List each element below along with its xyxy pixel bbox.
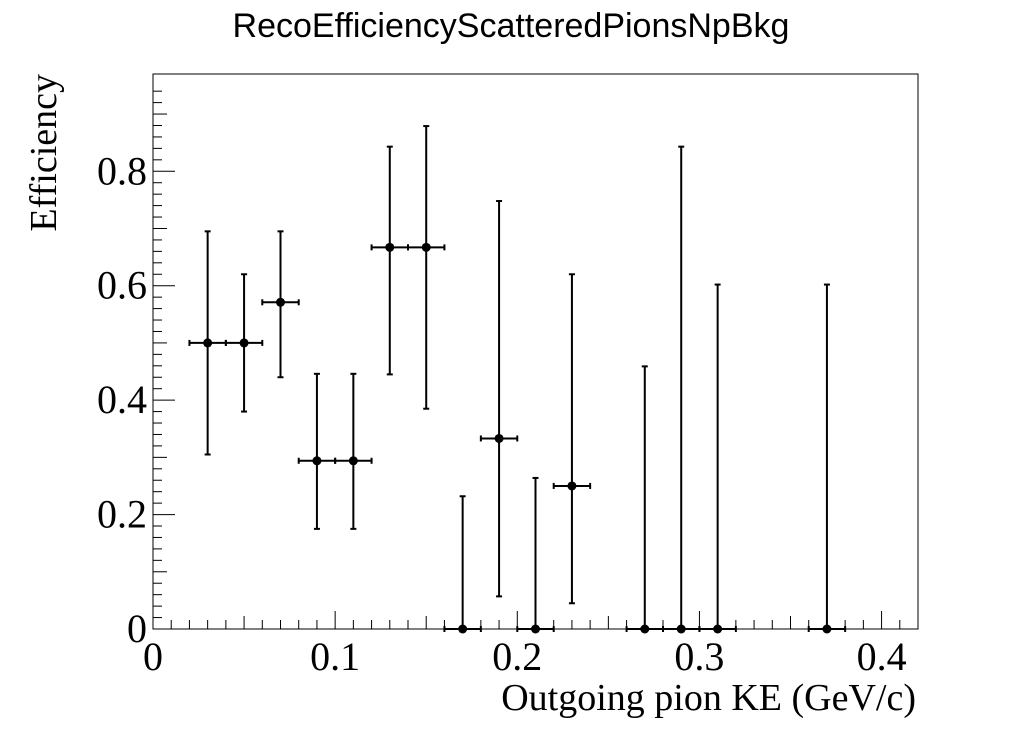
data-point [334, 372, 373, 530]
point-marker [239, 338, 249, 348]
x-axis-label: Outgoing pion KE (GeV/c) [501, 677, 916, 719]
x-tick-label: 0 [143, 634, 163, 679]
data-point [261, 230, 300, 379]
data-point [479, 200, 519, 598]
point-marker [822, 624, 832, 634]
x-tick-label: 0.2 [492, 634, 542, 679]
y-tick-label: 0 [127, 606, 147, 651]
data-point [698, 283, 737, 634]
point-marker [348, 456, 358, 466]
data-point [625, 365, 664, 634]
data-point [188, 230, 227, 456]
point-marker [385, 242, 395, 252]
y-tick-label: 0.8 [97, 148, 147, 193]
data-points [188, 125, 847, 634]
point-marker [676, 624, 686, 634]
data-point [552, 273, 592, 605]
data-point [370, 145, 409, 376]
point-marker [640, 624, 650, 634]
x-axis: 0 0.1 0.2 0.3 0.4 [143, 611, 919, 679]
y-tick-label: 0.6 [97, 263, 147, 308]
point-marker [458, 624, 468, 634]
data-point [807, 283, 847, 634]
data-point [443, 495, 482, 634]
x-tick-label: 0.1 [310, 634, 360, 679]
point-marker [713, 624, 723, 634]
point-marker [531, 624, 540, 634]
point-marker [312, 456, 322, 466]
x-tick-label: 0.4 [857, 634, 907, 679]
data-point [224, 273, 264, 413]
y-tick-label: 0.4 [97, 377, 147, 422]
data-point [297, 372, 337, 530]
point-marker [421, 242, 431, 252]
data-point [516, 476, 555, 634]
point-marker [567, 481, 577, 491]
data-point [407, 125, 446, 410]
point-marker [276, 297, 285, 307]
y-tick-label: 0.2 [97, 492, 147, 537]
point-marker [494, 433, 504, 443]
y-axis-label: Efficiency [23, 74, 65, 232]
x-tick-label: 0.3 [674, 634, 724, 679]
chart-title: RecoEfficiencyScatteredPionsNpBkg [233, 7, 790, 45]
data-point [662, 145, 701, 634]
point-marker [203, 338, 213, 348]
y-axis: 0 0.2 0.4 0.6 0.8 [97, 90, 175, 651]
